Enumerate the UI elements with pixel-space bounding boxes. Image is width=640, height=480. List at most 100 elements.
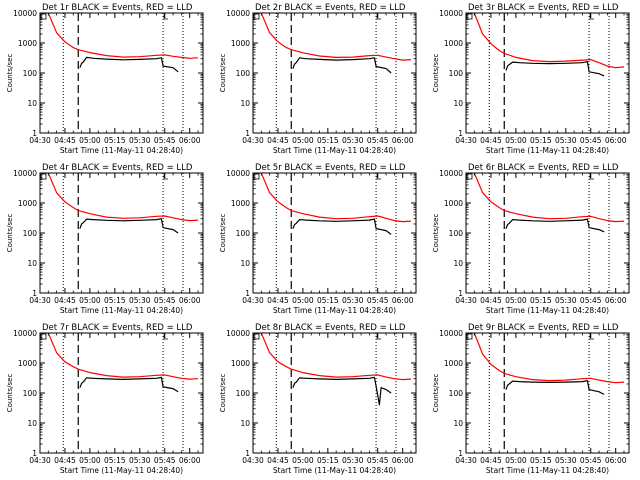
y-tick-label: 1000 — [231, 199, 250, 208]
x-tick-label: 04:45 — [480, 296, 502, 305]
lld-series-line — [473, 333, 625, 384]
corner-marker — [589, 334, 595, 340]
x-tick-label: 05:00 — [79, 296, 101, 305]
series-group — [47, 333, 199, 393]
x-tick-label: 05:45 — [154, 456, 176, 465]
x-tick-label: 05:30 — [342, 136, 364, 145]
y-tick-label: 100 — [236, 389, 251, 398]
x-tick-label: 05:30 — [342, 296, 364, 305]
y-tick-label: 100 — [236, 69, 251, 78]
x-tick-label: 06:00 — [392, 456, 414, 465]
x-tick-label: 04:45 — [480, 136, 502, 145]
x-tick-label: 06:00 — [179, 136, 201, 145]
events-series-line — [292, 57, 392, 74]
y-tick-label: 10 — [27, 99, 37, 108]
lld-series-line — [473, 13, 625, 69]
y-axis-label: Counts/sec — [219, 54, 227, 93]
corner-marker — [40, 333, 47, 340]
y-tick-label: 10 — [453, 99, 463, 108]
y-axis-label: Counts/sec — [219, 214, 227, 253]
plot-frame — [252, 172, 417, 294]
x-tick-label: 04:30 — [242, 296, 264, 305]
x-tick-label: 04:30 — [242, 456, 264, 465]
series-group — [473, 333, 625, 395]
x-tick-label: 05:30 — [129, 136, 151, 145]
x-tick-label: 05:45 — [367, 136, 389, 145]
y-tick-label: 1 — [458, 289, 463, 298]
lld-series-line — [47, 13, 199, 59]
x-tick-label: 05:30 — [129, 296, 151, 305]
chart-panel: Det 7r BLACK = Events, RED = LLD 1 10 100 10… — [6, 323, 204, 475]
y-tick-label: 10000 — [226, 9, 250, 18]
x-tick-label: 06:00 — [179, 296, 201, 305]
x-tick-label: 05:15 — [317, 296, 339, 305]
x-tick-label: 04:45 — [267, 296, 289, 305]
x-axis-label: Start Time (11-May-11 04:28:40) — [273, 306, 396, 315]
x-tick-label: 06:00 — [392, 296, 414, 305]
chart-title: Det 3r BLACK = Events, RED = LLD — [468, 3, 619, 13]
series-group — [473, 173, 625, 233]
y-tick-label: 100 — [23, 69, 38, 78]
plot-frame — [39, 172, 204, 294]
x-tick-label: 04:45 — [267, 456, 289, 465]
corner-marker — [40, 173, 47, 180]
x-tick-label: 05:00 — [292, 296, 314, 305]
x-tick-label: 04:45 — [54, 296, 76, 305]
corner-marker — [253, 173, 260, 180]
lld-series-line — [260, 333, 412, 381]
y-tick-label: 1 — [458, 449, 463, 458]
y-tick-label: 1 — [245, 289, 250, 298]
x-tick-label: 05:45 — [580, 296, 602, 305]
x-tick-label: 06:00 — [392, 136, 414, 145]
y-tick-label: 10 — [27, 259, 37, 268]
y-tick-label: 10000 — [13, 9, 37, 18]
y-tick-label: 10 — [27, 419, 37, 428]
y-tick-label: 1 — [245, 129, 250, 138]
lld-series-line — [47, 333, 199, 380]
x-tick-label: 05:45 — [367, 296, 389, 305]
y-tick-label: 1000 — [18, 39, 37, 48]
x-tick-label: 05:00 — [79, 136, 101, 145]
y-tick-label: 10000 — [226, 329, 250, 338]
corner-marker — [163, 174, 169, 180]
y-tick-label: 100 — [236, 229, 251, 238]
y-tick-label: 1 — [32, 289, 37, 298]
x-tick-label: 06:00 — [179, 456, 201, 465]
chart-panel: Det 1r BLACK = Events, RED = LLD 1 10 100 10… — [6, 3, 204, 155]
y-tick-label: 100 — [23, 389, 38, 398]
y-axis-label: Counts/sec — [432, 214, 440, 253]
chart-title: Det 2r BLACK = Events, RED = LLD — [255, 3, 406, 13]
x-tick-label: 05:30 — [342, 456, 364, 465]
x-axis-label: Start Time (11-May-11 04:28:40) — [486, 466, 609, 475]
y-tick-label: 10000 — [439, 329, 463, 338]
x-tick-label: 05:15 — [317, 456, 339, 465]
series-group — [260, 333, 412, 406]
y-axis-label: Counts/sec — [6, 374, 14, 413]
x-tick-label: 05:15 — [317, 136, 339, 145]
y-axis-label: Counts/sec — [6, 54, 14, 93]
y-axis-label: Counts/sec — [219, 374, 227, 413]
y-tick-label: 1 — [32, 449, 37, 458]
lld-series-line — [473, 173, 625, 223]
events-series-line — [292, 376, 392, 406]
y-tick-label: 100 — [449, 389, 464, 398]
series-group — [473, 13, 625, 77]
chart-panel: Det 2r BLACK = Events, RED = LLD 1 10 100 10… — [219, 3, 417, 155]
corner-marker — [163, 14, 169, 20]
y-tick-label: 10 — [240, 419, 250, 428]
corner-marker — [466, 173, 473, 180]
y-tick-label: 1 — [32, 129, 37, 138]
x-tick-label: 05:45 — [580, 136, 602, 145]
x-tick-label: 05:15 — [104, 136, 126, 145]
chart-title: Det 8r BLACK = Events, RED = LLD — [255, 323, 406, 333]
plot-frame — [39, 332, 204, 454]
chart-title: Det 4r BLACK = Events, RED = LLD — [42, 163, 193, 173]
chart-title: Det 7r BLACK = Events, RED = LLD — [42, 323, 193, 333]
y-tick-label: 10 — [453, 419, 463, 428]
y-tick-label: 10 — [453, 259, 463, 268]
events-series-line — [292, 218, 392, 235]
events-series-line — [79, 376, 179, 393]
chart-panel: Det 6r BLACK = Events, RED = LLD 1 10 100 10… — [432, 163, 630, 315]
corner-marker — [376, 14, 382, 20]
